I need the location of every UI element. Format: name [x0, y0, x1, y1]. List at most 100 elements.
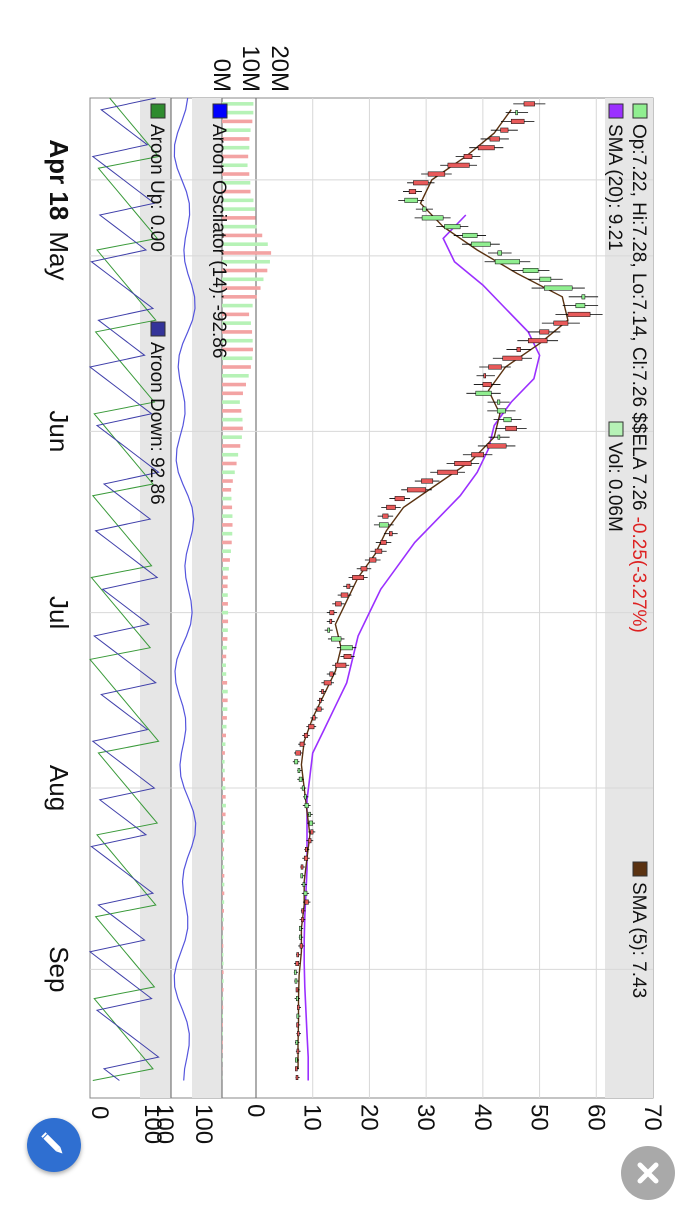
- legend-swatch-aroon-down: [151, 322, 165, 336]
- volume-bar: [222, 734, 226, 738]
- volume-bar: [222, 549, 231, 553]
- candle-body: [297, 1014, 299, 1018]
- candle-body: [405, 198, 418, 202]
- volume-bar: [222, 690, 228, 694]
- candle-body: [296, 1075, 298, 1079]
- volume-bar: [222, 865, 224, 869]
- candle-body: [386, 505, 395, 509]
- price-y-tick: 70: [639, 1104, 666, 1131]
- volume-bar: [222, 453, 238, 457]
- legend-swatch-oscillator: [213, 104, 227, 118]
- volume-bar: [222, 953, 223, 957]
- candle-body: [341, 646, 353, 650]
- volume-bar: [222, 1006, 223, 1010]
- volume-y-tick: 0M: [208, 59, 235, 92]
- candle-body: [309, 821, 312, 825]
- candle-body: [308, 724, 314, 728]
- candle-body: [295, 1058, 297, 1062]
- candle-body: [464, 154, 472, 158]
- candle-body: [484, 374, 486, 378]
- candle-body: [495, 260, 520, 264]
- legend-swatch-ohlc: [633, 104, 647, 118]
- candle-body: [331, 637, 341, 641]
- candle-body: [322, 689, 324, 693]
- volume-bar: [222, 707, 227, 711]
- candle-body: [304, 795, 306, 799]
- edit-fab-button[interactable]: [27, 1118, 81, 1172]
- volume-bar: [222, 777, 225, 781]
- candle-body: [503, 356, 522, 360]
- candle-body: [582, 295, 585, 299]
- volume-bar: [222, 830, 225, 834]
- volume-bar: [222, 523, 233, 527]
- candle-body: [335, 602, 341, 606]
- close-button[interactable]: [621, 1146, 675, 1200]
- candle-body: [444, 224, 460, 228]
- candle-body: [381, 540, 387, 544]
- volume-bar: [222, 602, 228, 606]
- volume-bar: [222, 1014, 223, 1018]
- price-y-tick: 50: [526, 1104, 553, 1131]
- candle-body: [476, 391, 492, 395]
- candle-body: [301, 865, 303, 869]
- candle-body: [294, 760, 297, 764]
- volume-bar: [222, 769, 225, 773]
- volume-bar: [222, 725, 226, 729]
- aroon-y-tick: 0: [86, 1106, 113, 1119]
- legend-sma5: SMA (5): 7.43: [628, 882, 649, 998]
- candle-body: [501, 128, 508, 132]
- volume-bar: [222, 620, 228, 624]
- candle-body: [489, 365, 502, 369]
- volume-bar: [222, 962, 224, 966]
- candle-body: [296, 988, 298, 992]
- volume-bar: [222, 900, 224, 904]
- candle-body: [297, 1023, 299, 1027]
- legend-swatch-sma5: [633, 862, 647, 876]
- candle-body: [487, 444, 506, 448]
- candle-body: [297, 1005, 299, 1009]
- volume-bar: [222, 120, 252, 124]
- candle-body: [330, 619, 332, 623]
- volume-bar: [222, 514, 232, 518]
- pencil-icon: [27, 1118, 81, 1172]
- candle-body: [463, 233, 478, 237]
- volume-bar: [222, 804, 226, 808]
- volume-bar: [222, 927, 224, 931]
- candle-body: [379, 523, 388, 527]
- candle-body: [304, 856, 308, 860]
- price-y-tick: 40: [469, 1104, 496, 1131]
- volume-bar: [222, 444, 240, 448]
- legend-swatch-volume: [609, 422, 623, 436]
- price-y-tick: 10: [299, 1104, 326, 1131]
- candle-body: [299, 926, 301, 930]
- volume-bar: [222, 672, 226, 676]
- volume-bar: [222, 558, 230, 562]
- candle-body: [302, 786, 304, 790]
- volume-bar: [222, 883, 224, 887]
- volume-bar: [222, 409, 241, 413]
- volume-bar: [222, 541, 232, 545]
- candle-body: [299, 935, 301, 939]
- candle-body: [319, 698, 321, 702]
- candle-body: [540, 277, 551, 281]
- candle-body: [422, 216, 443, 220]
- volume-bar: [222, 383, 246, 387]
- candle-body: [544, 286, 572, 290]
- plot-frame: [90, 98, 653, 1098]
- candle-body: [423, 207, 426, 211]
- legend-ohlc-text: Op:7.22, Hi:7.28, Lo:7.14, Cl:7.26 $$ELA…: [628, 124, 649, 511]
- candle-body: [389, 531, 392, 535]
- candle-body: [308, 838, 311, 842]
- candle-body: [296, 751, 301, 755]
- candle-body: [296, 996, 298, 1000]
- volume-bar: [222, 935, 223, 939]
- volume-bar: [222, 374, 249, 378]
- legend-volume: Vol: 0.06M: [604, 442, 625, 532]
- candle-body: [523, 268, 538, 272]
- candle-body: [568, 312, 590, 316]
- candle-body: [421, 479, 432, 483]
- candle-body: [296, 961, 299, 965]
- candle-body: [407, 488, 426, 492]
- candle-body: [335, 663, 346, 667]
- candle-body: [497, 400, 500, 404]
